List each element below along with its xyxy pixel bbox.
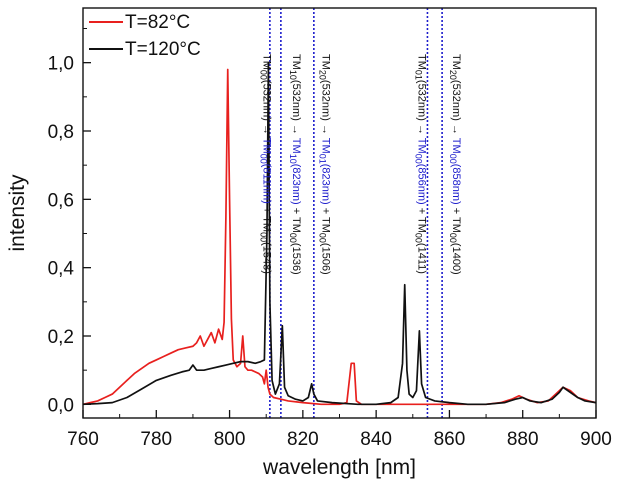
x-tick-label: 780	[140, 429, 172, 450]
x-tick-label: 820	[287, 429, 319, 450]
legend: T=82°C T=120°C	[89, 12, 201, 60]
y-tick-label: 0,0	[48, 395, 74, 416]
y-axis-title: intensity	[6, 174, 29, 252]
mode-annotation-3: TM01(532nm) → TM00(856nm) + TM00(1411)	[414, 54, 428, 274]
plot-frame	[82, 7, 597, 419]
mode-annotations: TM00(532nm) → TM00(811nm) + TM00(1548) TM…	[259, 54, 463, 275]
mode-annotation-1: TM10(532nm) → TM10(823nm) + TM00(1536)	[288, 54, 302, 275]
y-tick-label: 0,8	[48, 122, 74, 143]
x-axis-title: wavelength [nm]	[262, 456, 416, 479]
legend-label-t82: T=82°C	[125, 12, 190, 33]
x-tick-label: 880	[507, 429, 539, 450]
legend-label-t120: T=120°C	[125, 39, 201, 60]
mode-annotation-0: TM00(532nm) → TM00(811nm) + TM00(1548)	[259, 54, 273, 274]
x-tick-label: 760	[67, 429, 99, 450]
series-line-t120	[83, 61, 596, 406]
x-tick-label: 840	[360, 429, 392, 450]
y-tick-label: 0,6	[48, 190, 74, 211]
y-tick-label: 0,2	[48, 327, 74, 348]
x-tick-label: 900	[580, 429, 612, 450]
mode-annotation-2: TM20(532nm) → TM01(823nm) + TM00(1506)	[317, 54, 331, 275]
mode-annotation-4: TM20(532nm) → TM00(858nm) + TM00(1400)	[448, 54, 462, 275]
y-tick-label: 0,4	[48, 259, 75, 280]
x-tick-label: 860	[434, 429, 466, 450]
x-tick-label: 800	[214, 429, 246, 450]
y-tick-label: 1,0	[48, 54, 74, 75]
series-line-t82	[83, 68, 596, 406]
series-lines	[83, 61, 596, 406]
